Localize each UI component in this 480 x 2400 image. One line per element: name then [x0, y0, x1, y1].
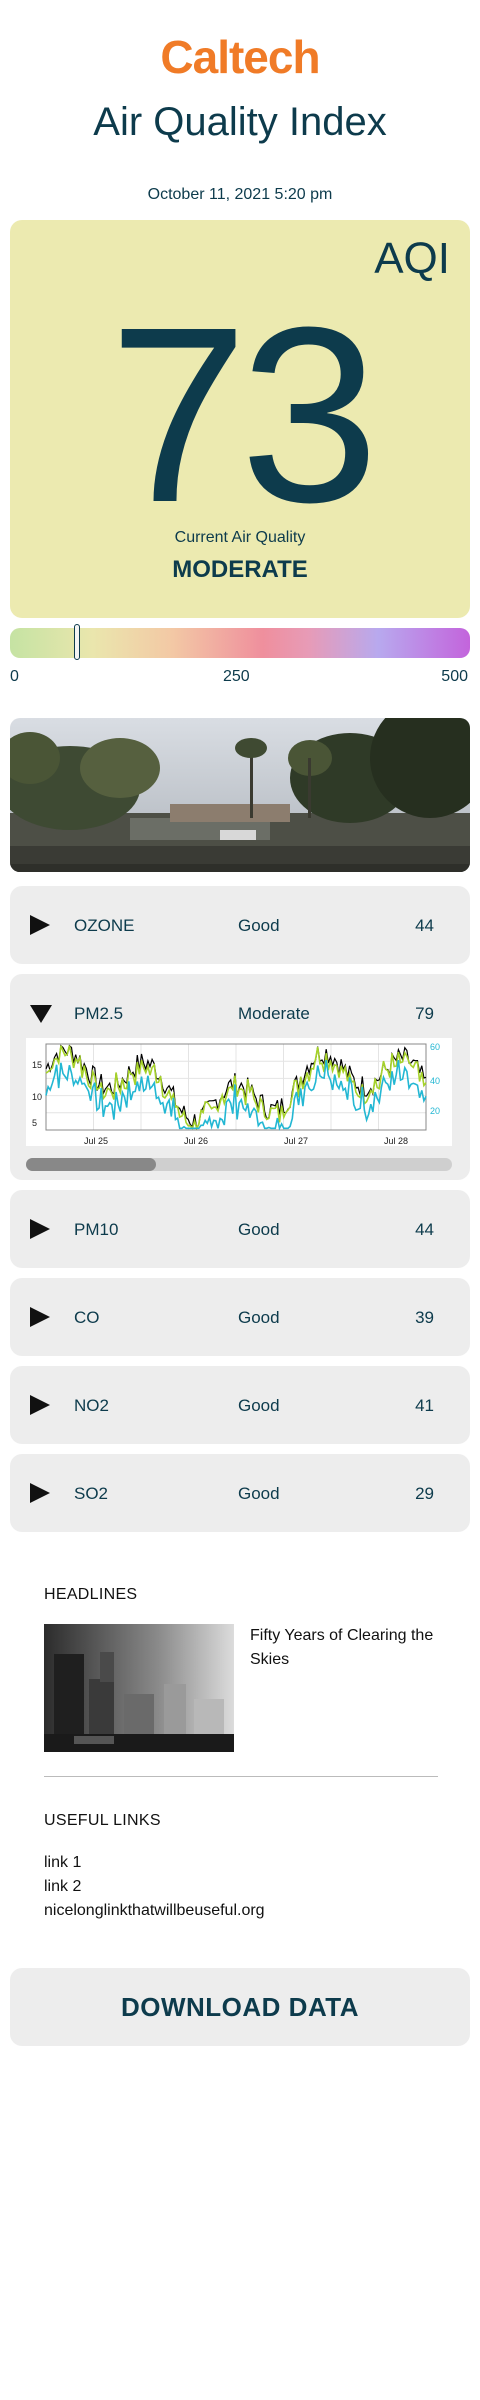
pollutant-value: 44: [415, 1220, 434, 1239]
pollutant-status: Moderate: [238, 1004, 310, 1023]
page-title: Air Quality Index: [93, 100, 387, 144]
aqi-scale-bar: [10, 624, 470, 660]
pollutant-row-ozone[interactable]: OZONE Good 44: [10, 886, 470, 964]
pollutant-value: 44: [415, 916, 434, 935]
brand-logo: Caltech: [160, 31, 320, 83]
useful-link-2[interactable]: link 2: [44, 1878, 82, 1895]
pollutant-status: Good: [238, 1308, 280, 1327]
expand-arrow-icon[interactable]: [30, 1219, 50, 1239]
pollutant-row-so2[interactable]: SO2 Good 29: [10, 1454, 470, 1532]
chart-frame: [45, 1043, 427, 1131]
useful-links-heading: USEFUL LINKS: [44, 1812, 161, 1829]
aqi-scale-handle[interactable]: [74, 624, 81, 660]
useful-link-1[interactable]: link 1: [44, 1854, 82, 1871]
pollutant-name: CO: [74, 1308, 100, 1327]
pm25-chart: 5 10 15 20 40 60 Jul 25 Jul 26 Jul 27 Jul 28: [26, 1038, 452, 1146]
headline-image[interactable]: [44, 1624, 234, 1752]
pollutant-status: Good: [238, 1220, 280, 1239]
pollutant-status: Good: [238, 1396, 280, 1415]
scale-tick-mid: 250: [223, 668, 250, 685]
expand-arrow-icon[interactable]: [30, 1395, 50, 1415]
headlines-heading: HEADLINES: [44, 1586, 138, 1603]
pollutant-name: OZONE: [74, 916, 135, 935]
pollutant-name: PM2.5: [74, 1004, 124, 1023]
chart-x-tick-label: Jul 28: [384, 1136, 408, 1146]
pollutant-value: 39: [415, 1308, 434, 1327]
aqi-label: AQI: [374, 234, 450, 283]
chart-y-tick-label: 10: [32, 1092, 42, 1102]
pollutant-status: Good: [238, 1484, 280, 1503]
divider: [44, 1776, 438, 1777]
chart-x-tick-label: Jul 25: [84, 1136, 108, 1146]
pollutant-name: NO2: [74, 1396, 109, 1415]
expand-arrow-icon[interactable]: [30, 1307, 50, 1327]
scale-tick-min: 0: [10, 668, 19, 685]
pollutant-row-pm25[interactable]: PM2.5 Moderate 79 5 10 15 20 40 60 Jul 25 Jul 2…: [10, 974, 470, 1180]
pollutant-status: Good: [238, 916, 280, 935]
pollutant-row-co[interactable]: CO Good 39: [10, 1278, 470, 1356]
pollutant-row-pm10[interactable]: PM10 Good 44: [10, 1190, 470, 1268]
chart-y-tick-label: 5: [32, 1118, 37, 1128]
pollutant-value: 41: [415, 1396, 434, 1415]
expand-arrow-icon[interactable]: [30, 1483, 50, 1503]
aqi-category: MODERATE: [172, 556, 308, 583]
headline-title[interactable]: Fifty Years of Clearing the Skies: [250, 1627, 434, 1668]
chart-x-tick-label: Jul 27: [284, 1136, 308, 1146]
timestamp: October 11, 2021 5:20 pm: [147, 186, 333, 203]
download-data-button[interactable]: DOWNLOAD DATA: [10, 1968, 470, 2046]
chart-scrollbar[interactable]: [26, 1158, 452, 1171]
chart-scrollbar-thumb[interactable]: [26, 1158, 156, 1171]
aqi-card: AQI 73 Current Air Quality MODERATE: [10, 220, 470, 618]
collapse-arrow-icon[interactable]: [30, 1005, 52, 1023]
chart-y-tick-label: 40: [430, 1076, 440, 1086]
scale-tick-max: 500: [441, 668, 468, 685]
chart-series-line: [45, 1059, 427, 1131]
chart-y-tick-label: 20: [430, 1106, 440, 1116]
pollutant-name: SO2: [74, 1484, 109, 1503]
chart-y-tick-label: 15: [32, 1060, 42, 1070]
chart-x-tick-label: Jul 26: [184, 1136, 208, 1146]
useful-link-3[interactable]: nicelonglinkthatwillbeuseful.org: [44, 1902, 265, 1919]
expand-arrow-icon[interactable]: [30, 915, 50, 935]
aqi-caption: Current Air Quality: [174, 529, 306, 546]
chart-y-tick-label: 60: [430, 1042, 440, 1052]
pollutant-row-no2[interactable]: NO2 Good 41: [10, 1366, 470, 1444]
pollutant-value: 79: [415, 1004, 434, 1023]
pollutant-name: PM10: [74, 1220, 119, 1239]
webcam-image[interactable]: [10, 718, 470, 872]
aqi-value: 73: [108, 275, 379, 554]
pollutant-value: 29: [415, 1484, 434, 1503]
